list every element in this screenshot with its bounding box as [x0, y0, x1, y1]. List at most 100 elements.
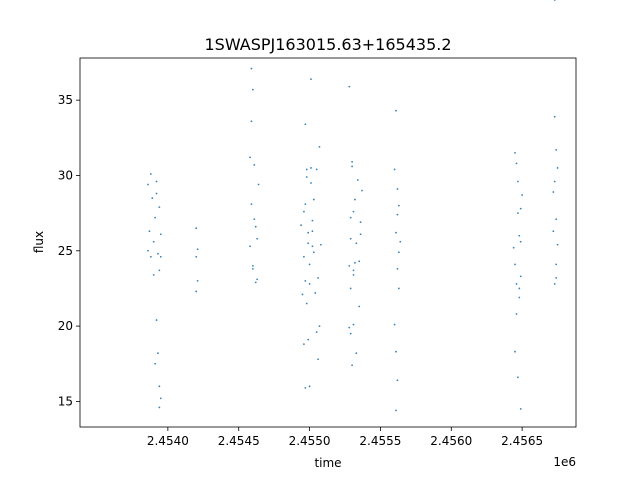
data-point [515, 313, 518, 315]
y-axis-ticks: 15 20 25 30 35 [58, 93, 80, 408]
data-point [310, 182, 312, 184]
x-tick-label: 2.4555 [359, 434, 401, 448]
data-point [393, 323, 396, 326]
data-point [355, 352, 358, 355]
data-point [253, 164, 256, 166]
data-point [552, 230, 555, 233]
data-point [517, 180, 519, 183]
data-point [519, 240, 522, 243]
data-point [152, 273, 155, 276]
data-point [305, 176, 308, 178]
data-point [514, 263, 516, 266]
data-point [149, 255, 152, 258]
data-point [147, 183, 149, 186]
data-point [257, 183, 260, 186]
data-point [312, 251, 315, 254]
data-point [308, 385, 311, 388]
data-point [395, 350, 397, 353]
data-point [149, 173, 152, 175]
data-point [148, 230, 151, 233]
data-point [249, 245, 251, 248]
data-point [519, 408, 522, 410]
data-point [155, 180, 158, 183]
data-point [555, 218, 558, 221]
data-point [318, 145, 321, 148]
data-point [352, 273, 355, 276]
data-point [310, 78, 312, 80]
data-point [301, 293, 304, 296]
data-point [155, 192, 158, 195]
data-points [147, 0, 559, 412]
data-point [147, 249, 149, 252]
x-tick-label: 2.4540 [147, 434, 189, 448]
data-point [358, 260, 361, 263]
data-point [196, 248, 199, 251]
data-point [349, 237, 352, 240]
data-point [519, 275, 522, 278]
data-point [348, 326, 351, 329]
data-point [157, 352, 159, 355]
data-point [311, 230, 314, 233]
data-point [318, 325, 321, 327]
data-point [317, 276, 319, 279]
data-point [317, 358, 319, 361]
data-point [348, 85, 351, 88]
data-point [158, 406, 161, 409]
data-point [518, 234, 521, 237]
data-point [397, 204, 400, 207]
data-point [556, 243, 559, 246]
data-point [355, 242, 358, 245]
data-point [251, 267, 254, 270]
data-point [395, 409, 397, 412]
data-point [553, 180, 556, 183]
data-point [351, 364, 353, 367]
data-point [399, 240, 402, 243]
x-axis-offset-label: 1e6 [553, 455, 576, 469]
data-point [515, 283, 518, 285]
data-point [396, 379, 399, 382]
data-point [303, 343, 305, 346]
data-point [512, 246, 515, 249]
data-point [395, 109, 397, 112]
y-tick-label: 35 [58, 93, 73, 107]
data-point [155, 319, 158, 321]
data-point [303, 255, 305, 258]
data-point [308, 263, 311, 266]
x-tick-label: 2.4565 [501, 434, 543, 448]
data-point [348, 264, 351, 267]
data-point [518, 296, 521, 299]
x-axis-label: time [314, 456, 341, 470]
data-point [304, 386, 307, 389]
data-point [356, 179, 359, 181]
data-point [250, 203, 253, 205]
data-point [311, 219, 314, 222]
data-point [349, 216, 352, 219]
data-point [195, 227, 198, 230]
data-point [305, 168, 308, 171]
data-point [253, 218, 256, 221]
y-tick-label: 20 [58, 319, 73, 333]
data-point [154, 216, 157, 219]
data-point [195, 290, 198, 293]
data-point [514, 350, 516, 353]
data-point [352, 269, 355, 272]
data-point [251, 264, 254, 267]
data-point [359, 233, 362, 236]
data-point [553, 0, 556, 1]
data-point [305, 302, 308, 305]
data-point [553, 115, 556, 118]
data-point [307, 338, 310, 341]
x-tick-label: 2.4560 [430, 434, 472, 448]
data-point [521, 194, 524, 196]
data-point [250, 120, 253, 123]
data-point [518, 287, 521, 290]
data-point [304, 203, 307, 205]
data-point [158, 206, 161, 209]
data-point [250, 67, 253, 70]
data-point [300, 224, 302, 227]
data-point [349, 287, 352, 290]
data-point [159, 233, 162, 236]
data-point [303, 210, 305, 213]
data-point [311, 245, 314, 248]
